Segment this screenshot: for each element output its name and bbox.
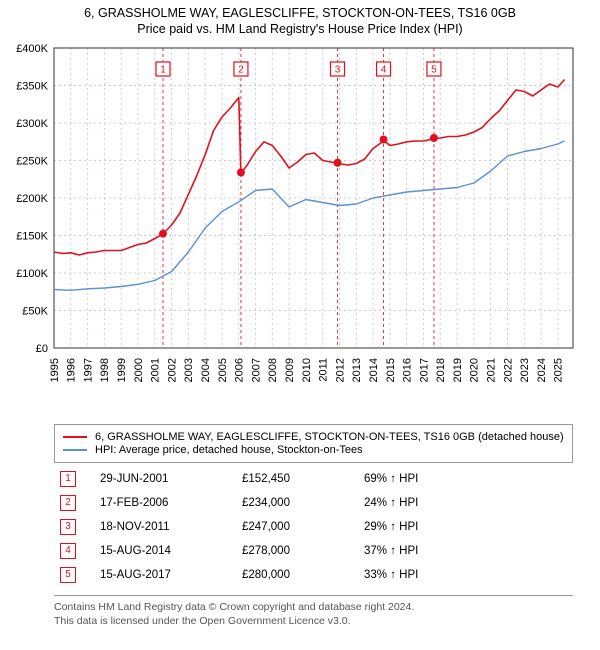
- svg-text:1999: 1999: [116, 358, 128, 382]
- chart-svg: £0 £50K £100K £150K £200K £250K £300K £350K £400…: [0, 38, 600, 418]
- svg-text:2025: 2025: [553, 358, 565, 382]
- sales-table: 1 29-JUN-2001£152,45069% ↑ HPI 2 17-FEB-200…: [54, 467, 573, 587]
- figure-container: 6, GRASSHOLME WAY, EAGLESCLIFFE, STOCKTO…: [0, 0, 600, 628]
- footer-line-1: Contains HM Land Registry data © Crown c…: [54, 600, 573, 614]
- table-row: 1 29-JUN-2001£152,45069% ↑ HPI: [54, 467, 573, 491]
- svg-text:2017: 2017: [418, 358, 430, 382]
- legend-swatch: [63, 436, 87, 438]
- legend-swatch: [63, 449, 87, 451]
- chart: £0 £50K £100K £150K £200K £250K £300K £350K £400…: [0, 38, 600, 418]
- svg-text:1996: 1996: [66, 358, 78, 382]
- svg-text:£350K: £350K: [16, 81, 48, 93]
- sale-price: £278,000: [236, 539, 358, 563]
- sale-date: 29-JUN-2001: [94, 467, 236, 491]
- svg-text:2000: 2000: [133, 358, 145, 382]
- svg-text:2006: 2006: [234, 358, 246, 382]
- svg-text:2010: 2010: [301, 358, 313, 382]
- svg-text:2015: 2015: [385, 358, 397, 382]
- svg-text:2013: 2013: [351, 358, 363, 382]
- sale-marker-icon: 4: [60, 543, 76, 559]
- svg-text:2024: 2024: [536, 358, 548, 382]
- legend-label: 6, GRASSHOLME WAY, EAGLESCLIFFE, STOCKTO…: [95, 431, 564, 443]
- footer: Contains HM Land Registry data © Crown c…: [54, 595, 573, 628]
- svg-text:£150K: £150K: [16, 231, 48, 243]
- svg-text:£50K: £50K: [22, 306, 48, 318]
- svg-text:2009: 2009: [284, 358, 296, 382]
- svg-text:£100K: £100K: [16, 268, 48, 280]
- svg-text:2016: 2016: [402, 358, 414, 382]
- svg-text:2014: 2014: [368, 358, 380, 382]
- sale-pct: 33% ↑ HPI: [358, 563, 573, 587]
- svg-text:2007: 2007: [250, 358, 262, 382]
- svg-text:2012: 2012: [334, 358, 346, 382]
- sale-marker-cell: 5: [54, 563, 94, 587]
- sale-marker-icon: 5: [60, 567, 76, 583]
- title-block: 6, GRASSHOLME WAY, EAGLESCLIFFE, STOCKTO…: [0, 0, 600, 38]
- svg-text:2019: 2019: [452, 358, 464, 382]
- svg-text:3: 3: [335, 65, 341, 76]
- svg-text:2002: 2002: [166, 358, 178, 382]
- legend-label: HPI: Average price, detached house, Stoc…: [95, 444, 363, 456]
- sale-pct: 69% ↑ HPI: [358, 467, 573, 491]
- svg-text:1995: 1995: [49, 358, 61, 382]
- sale-marker-cell: 1: [54, 467, 94, 491]
- svg-text:£300K: £300K: [16, 118, 48, 130]
- svg-text:2008: 2008: [267, 358, 279, 382]
- svg-text:1998: 1998: [99, 358, 111, 382]
- sale-pct: 24% ↑ HPI: [358, 491, 573, 515]
- footer-line-2: This data is licensed under the Open Gov…: [54, 614, 573, 628]
- sale-date: 17-FEB-2006: [94, 491, 236, 515]
- table-row: 4 15-AUG-2014£278,00037% ↑ HPI: [54, 539, 573, 563]
- svg-text:2022: 2022: [502, 358, 514, 382]
- svg-text:2020: 2020: [469, 358, 481, 382]
- sale-marker-icon: 2: [60, 495, 76, 511]
- sale-price: £152,450: [236, 467, 358, 491]
- svg-text:2: 2: [238, 65, 244, 76]
- sale-marker-icon: 3: [60, 519, 76, 535]
- sale-date: 15-AUG-2017: [94, 563, 236, 587]
- svg-text:£400K: £400K: [16, 43, 48, 55]
- svg-text:4: 4: [381, 65, 387, 76]
- table-row: 3 18-NOV-2011£247,00029% ↑ HPI: [54, 515, 573, 539]
- svg-text:1: 1: [160, 65, 166, 76]
- title-address: 6, GRASSHOLME WAY, EAGLESCLIFFE, STOCKTO…: [10, 6, 590, 20]
- legend-item: HPI: Average price, detached house, Stoc…: [63, 444, 564, 456]
- sale-price: £280,000: [236, 563, 358, 587]
- legend-item: 6, GRASSHOLME WAY, EAGLESCLIFFE, STOCKTO…: [63, 431, 564, 443]
- svg-text:2004: 2004: [200, 358, 212, 382]
- svg-text:1997: 1997: [82, 358, 94, 382]
- table-row: 5 15-AUG-2017£280,00033% ↑ HPI: [54, 563, 573, 587]
- table-row: 2 17-FEB-2006£234,00024% ↑ HPI: [54, 491, 573, 515]
- svg-text:2011: 2011: [318, 358, 330, 382]
- svg-text:2003: 2003: [183, 358, 195, 382]
- sale-date: 15-AUG-2014: [94, 539, 236, 563]
- sale-marker-cell: 3: [54, 515, 94, 539]
- sale-date: 18-NOV-2011: [94, 515, 236, 539]
- sale-pct: 29% ↑ HPI: [358, 515, 573, 539]
- sale-price: £234,000: [236, 491, 358, 515]
- svg-text:£250K: £250K: [16, 156, 48, 168]
- svg-text:2001: 2001: [150, 358, 162, 382]
- svg-text:£200K: £200K: [16, 193, 48, 205]
- svg-text:2021: 2021: [486, 358, 498, 382]
- svg-text:5: 5: [431, 65, 437, 76]
- svg-text:2018: 2018: [435, 358, 447, 382]
- sale-price: £247,000: [236, 515, 358, 539]
- svg-text:2005: 2005: [217, 358, 229, 382]
- title-subtitle: Price paid vs. HM Land Registry's House …: [10, 22, 590, 36]
- sale-pct: 37% ↑ HPI: [358, 539, 573, 563]
- sale-marker-cell: 4: [54, 539, 94, 563]
- sale-marker-cell: 2: [54, 491, 94, 515]
- svg-text:£0: £0: [36, 343, 48, 355]
- sale-marker-icon: 1: [60, 471, 76, 487]
- legend: 6, GRASSHOLME WAY, EAGLESCLIFFE, STOCKTO…: [54, 424, 573, 463]
- svg-text:2023: 2023: [519, 358, 531, 382]
